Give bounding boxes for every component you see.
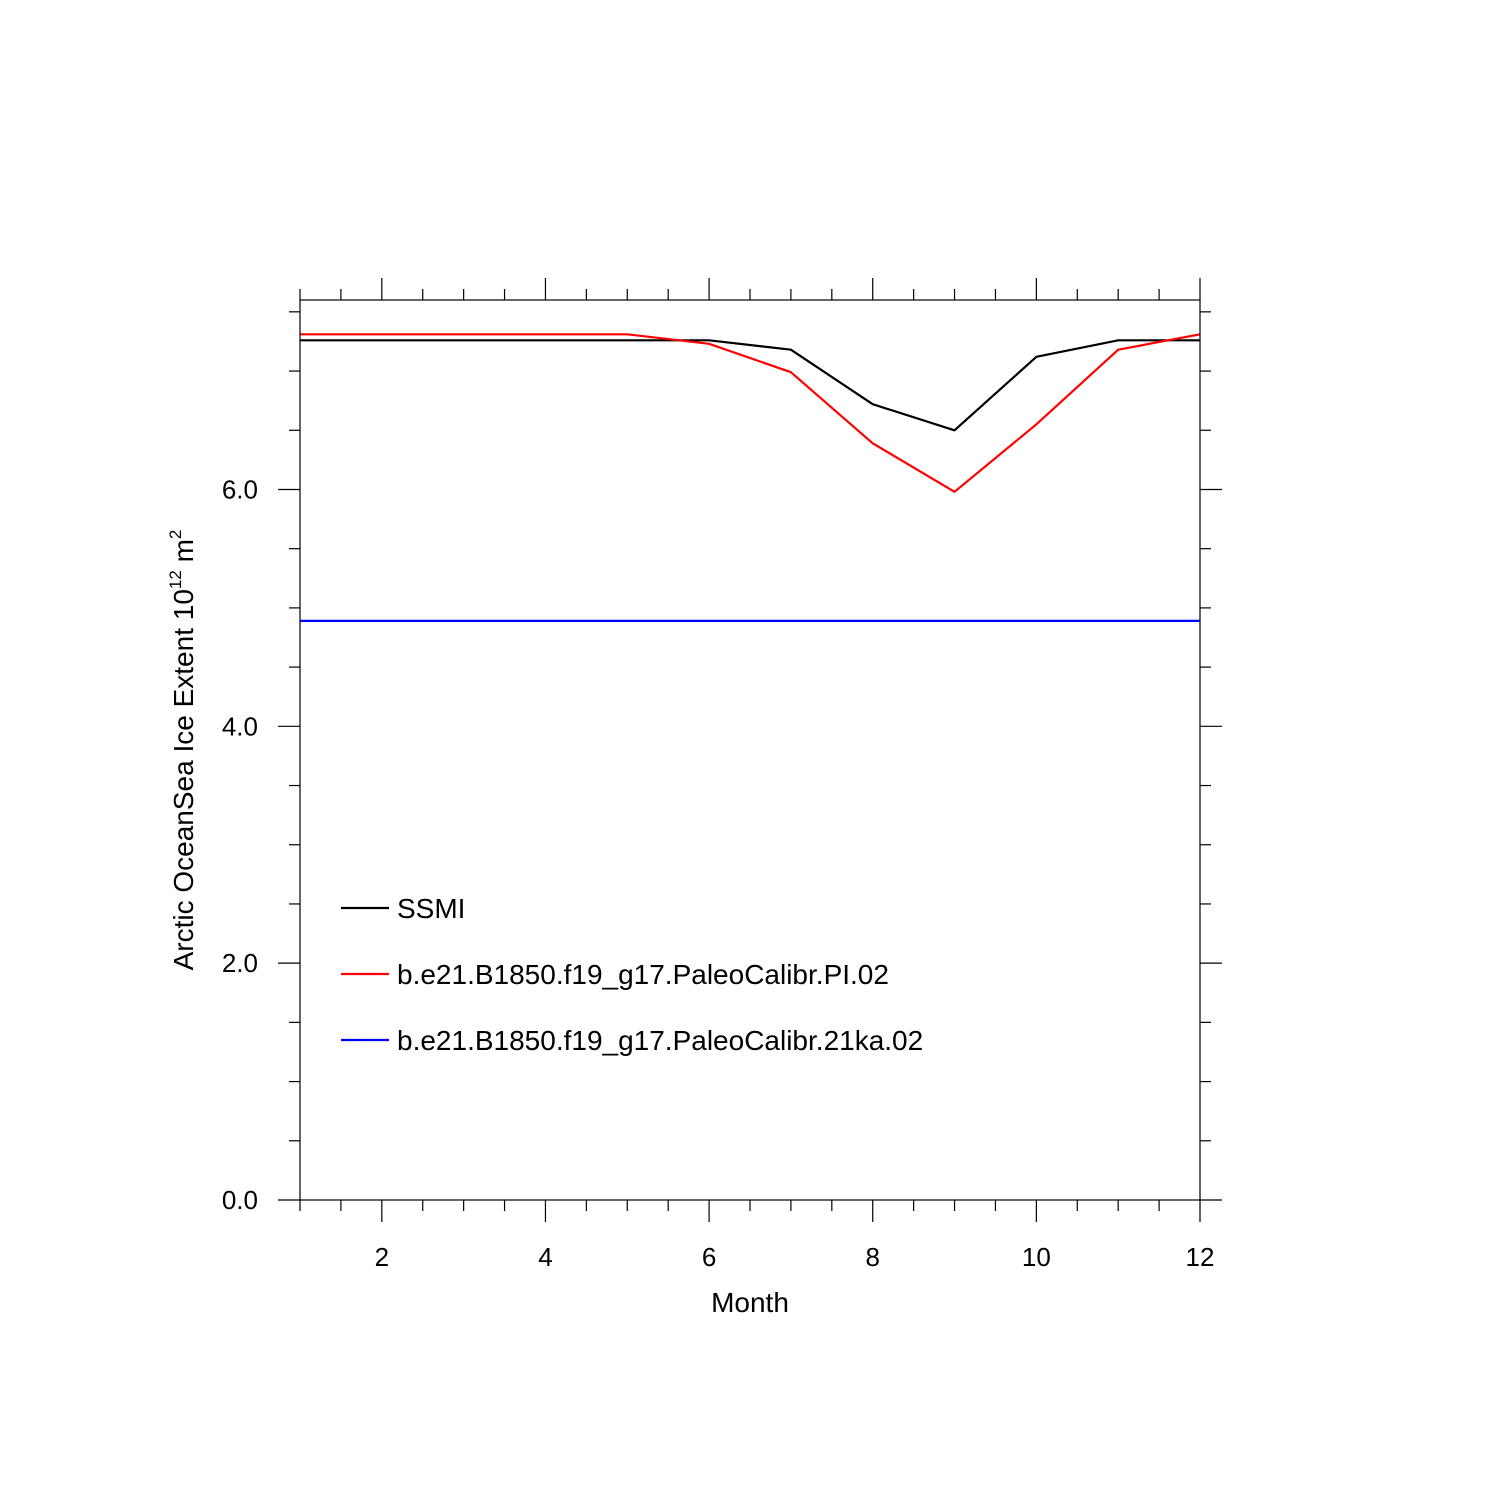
y-tick-label: 2.0 xyxy=(222,948,258,978)
x-tick-label: 6 xyxy=(702,1242,716,1272)
tick-labels: 2 4 6 8 10 12 0.0 2.0 4.0 6.0 xyxy=(222,474,1215,1272)
y-axis-title-text: Arctic OceanSea Ice Extent 10 xyxy=(168,589,199,970)
y-axis-title-unit: m xyxy=(168,539,199,570)
y-tick-label: 6.0 xyxy=(222,474,258,504)
plot-frame xyxy=(299,299,1201,1201)
y-axis-title-unit-exponent: 2 xyxy=(166,530,185,539)
x-tick-label: 4 xyxy=(538,1242,552,1272)
y-tick-label: 0.0 xyxy=(222,1185,258,1215)
legend-label: b.e21.B1850.f19_g17.PaleoCalibr.21ka.02 xyxy=(397,1025,923,1056)
y-axis-title-exponent: 12 xyxy=(166,570,185,589)
x-axis-title: Month xyxy=(711,1287,789,1318)
minor-ticks xyxy=(289,289,1211,1211)
y-axis-title: Arctic OceanSea Ice Extent 1012 m2 xyxy=(166,530,199,971)
x-tick-label: 8 xyxy=(865,1242,879,1272)
legend-label: b.e21.B1850.f19_g17.PaleoCalibr.PI.02 xyxy=(397,959,889,990)
x-tick-label: 12 xyxy=(1186,1242,1215,1272)
series-line-2 xyxy=(300,333,1201,493)
series-line-1 xyxy=(300,339,1200,432)
legend-label: SSMI xyxy=(397,893,465,924)
y-tick-label: 4.0 xyxy=(222,711,258,741)
x-tick-label: 10 xyxy=(1022,1242,1051,1272)
legend: SSMI b.e21.B1850.f19_g17.PaleoCalibr.PI.0… xyxy=(341,893,923,1056)
series-lines xyxy=(300,333,1201,623)
x-tick-label: 2 xyxy=(375,1242,389,1272)
major-ticks xyxy=(278,278,1222,1222)
